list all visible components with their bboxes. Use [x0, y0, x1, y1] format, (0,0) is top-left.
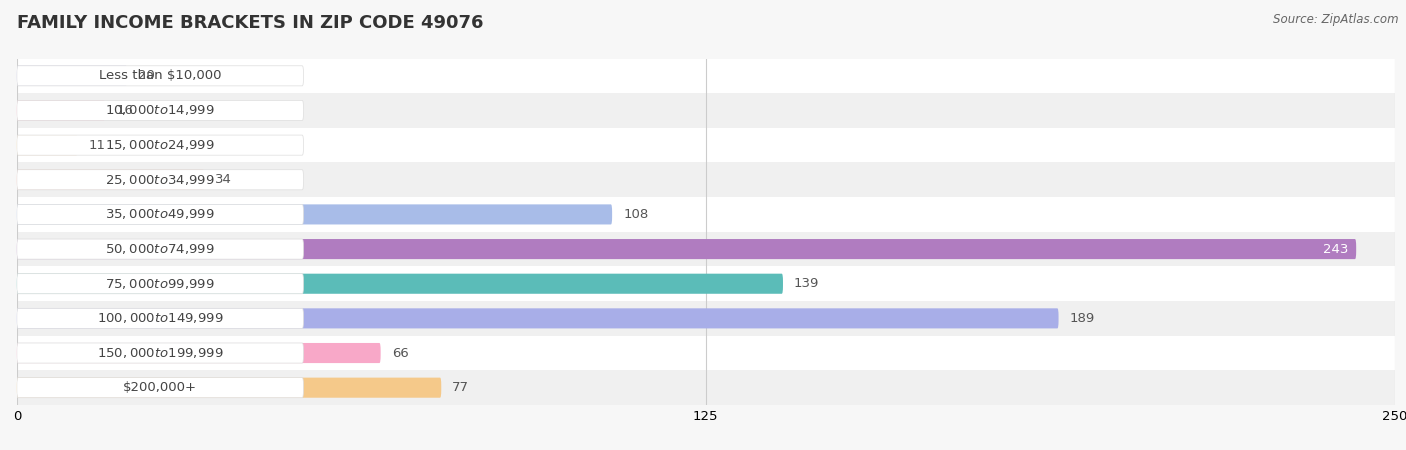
Text: 20: 20	[138, 69, 155, 82]
Text: Less than $10,000: Less than $10,000	[98, 69, 221, 82]
Text: $75,000 to $99,999: $75,000 to $99,999	[105, 277, 215, 291]
FancyBboxPatch shape	[6, 93, 1406, 128]
Text: 139: 139	[794, 277, 820, 290]
FancyBboxPatch shape	[17, 66, 304, 86]
Text: 66: 66	[392, 346, 408, 360]
Text: $10,000 to $14,999: $10,000 to $14,999	[105, 104, 215, 117]
FancyBboxPatch shape	[6, 162, 1406, 197]
FancyBboxPatch shape	[17, 204, 304, 225]
Text: 77: 77	[453, 381, 470, 394]
Text: 34: 34	[215, 173, 232, 186]
FancyBboxPatch shape	[6, 197, 1406, 232]
FancyBboxPatch shape	[17, 308, 304, 328]
FancyBboxPatch shape	[17, 239, 1357, 259]
Text: FAMILY INCOME BRACKETS IN ZIP CODE 49076: FAMILY INCOME BRACKETS IN ZIP CODE 49076	[17, 14, 484, 32]
Text: $200,000+: $200,000+	[124, 381, 197, 394]
Text: $35,000 to $49,999: $35,000 to $49,999	[105, 207, 215, 221]
FancyBboxPatch shape	[6, 232, 1406, 266]
FancyBboxPatch shape	[17, 170, 304, 190]
FancyBboxPatch shape	[17, 239, 304, 259]
Text: 108: 108	[623, 208, 648, 221]
FancyBboxPatch shape	[17, 343, 381, 363]
Text: $150,000 to $199,999: $150,000 to $199,999	[97, 346, 224, 360]
FancyBboxPatch shape	[17, 274, 783, 294]
Text: 16: 16	[117, 104, 134, 117]
Text: $25,000 to $34,999: $25,000 to $34,999	[105, 173, 215, 187]
Text: $50,000 to $74,999: $50,000 to $74,999	[105, 242, 215, 256]
FancyBboxPatch shape	[17, 378, 441, 398]
FancyBboxPatch shape	[17, 204, 612, 225]
FancyBboxPatch shape	[6, 336, 1406, 370]
FancyBboxPatch shape	[17, 100, 304, 121]
FancyBboxPatch shape	[17, 135, 77, 155]
Text: 189: 189	[1070, 312, 1095, 325]
FancyBboxPatch shape	[6, 301, 1406, 336]
Text: $15,000 to $24,999: $15,000 to $24,999	[105, 138, 215, 152]
FancyBboxPatch shape	[6, 370, 1406, 405]
FancyBboxPatch shape	[17, 343, 304, 363]
FancyBboxPatch shape	[17, 100, 105, 121]
Text: Source: ZipAtlas.com: Source: ZipAtlas.com	[1274, 14, 1399, 27]
FancyBboxPatch shape	[6, 128, 1406, 162]
FancyBboxPatch shape	[17, 274, 304, 294]
FancyBboxPatch shape	[17, 66, 127, 86]
FancyBboxPatch shape	[6, 266, 1406, 301]
FancyBboxPatch shape	[17, 135, 304, 155]
FancyBboxPatch shape	[17, 170, 204, 190]
FancyBboxPatch shape	[6, 58, 1406, 93]
FancyBboxPatch shape	[17, 308, 1059, 328]
FancyBboxPatch shape	[17, 378, 304, 398]
Text: 11: 11	[89, 139, 105, 152]
Text: 243: 243	[1323, 243, 1348, 256]
Text: $100,000 to $149,999: $100,000 to $149,999	[97, 311, 224, 325]
